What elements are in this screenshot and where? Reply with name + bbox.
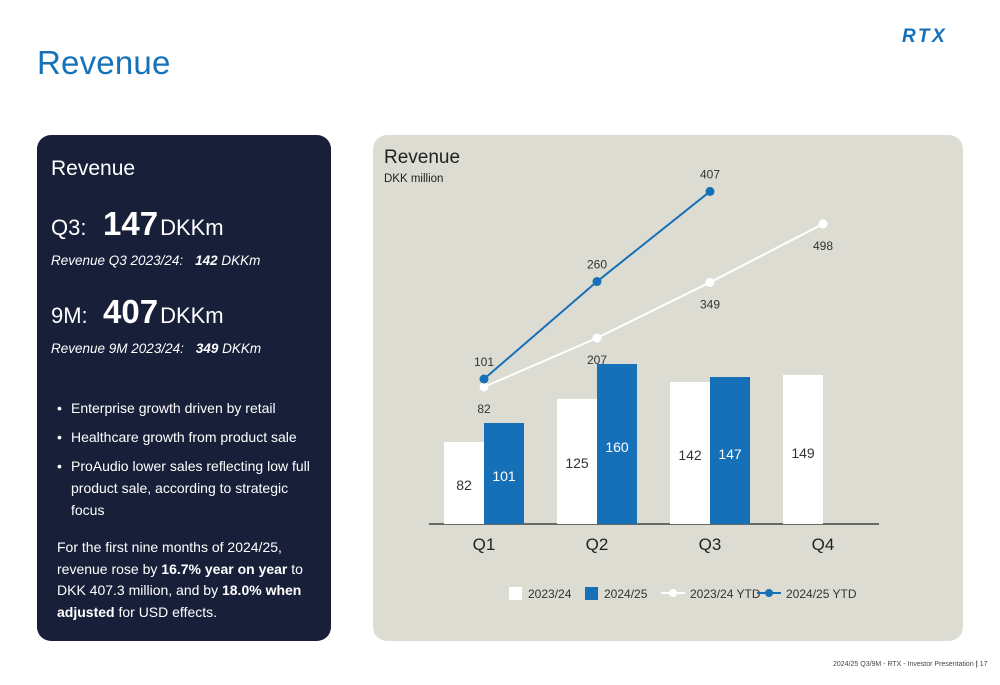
- legend-swatch-2024/25: [585, 587, 598, 600]
- rtx-logo: RTX: [902, 26, 948, 47]
- point-2023/24 YTD: [818, 219, 828, 229]
- nine-month-unit: DKKm: [160, 303, 224, 328]
- bar-2023/24-Q1: [444, 442, 484, 524]
- nine-month-value: 407: [103, 293, 159, 330]
- q3-unit: DKKm: [160, 215, 224, 240]
- line-value-label: 260: [587, 258, 607, 272]
- list-item: ProAudio lower sales reflecting low full…: [57, 455, 317, 521]
- line-value-label: 207: [587, 353, 607, 367]
- bar-2024/25-Q1: [484, 423, 524, 524]
- q3-comparison-unit: DKKm: [221, 253, 261, 268]
- panel-heading: Revenue: [51, 157, 136, 180]
- x-tick-label-Q2: Q2: [586, 535, 609, 554]
- legend-label-2024/25: 2024/25: [604, 587, 648, 601]
- q3-value: 147: [103, 205, 159, 242]
- legend-label-2024/25 YTD: 2024/25 YTD: [786, 587, 857, 601]
- bar-value-label: 142: [678, 447, 702, 463]
- point-2024/25 YTD: [705, 186, 715, 196]
- nine-month-comparison-value: 349: [195, 341, 219, 356]
- bar-value-label: 82: [456, 477, 472, 493]
- legend-marker-2024/25 YTD: [765, 589, 773, 597]
- chart-subtitle: DKK million: [384, 173, 444, 185]
- x-tick-label-Q1: Q1: [473, 535, 496, 554]
- list-item: Enterprise growth driven by retail: [57, 397, 317, 419]
- revenue-summary-panel: Revenue Q3: 147DKKm Revenue Q3 2023/24: 14…: [37, 135, 331, 641]
- point-2024/25 YTD: [479, 374, 489, 384]
- bar-value-label: 160: [605, 439, 629, 455]
- line-value-label: 82: [477, 402, 491, 416]
- point-2023/24 YTD: [592, 333, 602, 343]
- bar-2023/24-Q3: [670, 382, 710, 524]
- summary-bold-1: 16.7% year on year: [161, 560, 288, 577]
- line-value-label: 498: [813, 239, 833, 253]
- line-value-label: 101: [474, 355, 494, 369]
- summary-text-3: for USD effects.: [114, 603, 218, 620]
- legend-swatch-2023/24: [509, 587, 522, 600]
- footer-separator: |: [975, 661, 978, 668]
- summary-text-1: For the first nine months of 2024/25, re…: [57, 539, 282, 577]
- nine-month-comparison: Revenue 9M 2023/24: 349 DKKm: [51, 341, 261, 356]
- summary-bold-2: 18.0% when adjusted: [57, 582, 302, 620]
- line-2023/24 YTD: [483, 223, 824, 388]
- nine-month-label: 9M:: [51, 303, 88, 328]
- point-2023/24 YTD: [479, 382, 489, 392]
- summary-text-2: to DKK 407.3 million, and by: [57, 560, 303, 599]
- q3-comparison-label: Revenue Q3 2023/24:: [51, 253, 184, 268]
- bar-value-label: 147: [718, 446, 742, 462]
- bar-2023/24-Q2: [557, 399, 597, 524]
- page-title: Revenue: [37, 44, 171, 81]
- nine-month-metric: 9M: 407DKKm: [51, 293, 224, 331]
- nine-month-comparison-unit: DKKm: [222, 341, 262, 356]
- legend-label-2023/24 YTD: 2023/24 YTD: [690, 587, 761, 601]
- legend-marker-2023/24 YTD: [669, 589, 677, 597]
- summary-paragraph: For the first nine months of 2024/25, re…: [57, 537, 319, 623]
- point-2023/24 YTD: [705, 277, 715, 287]
- nine-month-comparison-label: Revenue 9M 2023/24:: [51, 341, 184, 356]
- chart-panel: Revenue DKK million 82 125 142 149 101 160 147…: [373, 135, 963, 641]
- highlights-list: Enterprise growth driven by retail Healt…: [57, 397, 317, 528]
- bar-2023/24-Q4: [783, 375, 823, 524]
- bar-value-label: 125: [565, 455, 589, 471]
- q3-comparison: Revenue Q3 2023/24: 142 DKKm: [51, 253, 260, 268]
- point-2024/25 YTD: [592, 277, 602, 287]
- x-tick-label-Q4: Q4: [812, 535, 835, 554]
- chart-title: Revenue: [384, 147, 461, 168]
- bar-value-label: 101: [492, 468, 516, 484]
- q3-metric: Q3: 147DKKm: [51, 205, 224, 243]
- legend-label-2023/24: 2023/24: [528, 587, 572, 601]
- bar-value-label: 149: [791, 445, 815, 461]
- page-number: 17: [979, 661, 988, 668]
- footer-text: 2024/25 Q3/9M - RTX - Investor Presentat…: [833, 661, 974, 668]
- q3-comparison-value: 142: [195, 253, 218, 268]
- x-tick-label-Q3: Q3: [699, 535, 722, 554]
- q3-label: Q3:: [51, 215, 87, 240]
- line-value-label: 349: [700, 297, 720, 311]
- footer: 2024/25 Q3/9M - RTX - Investor Presentat…: [833, 661, 987, 668]
- bar-2024/25-Q3: [710, 377, 750, 524]
- list-item: Healthcare growth from product sale: [57, 426, 317, 448]
- bar-2024/25-Q2: [597, 364, 637, 524]
- revenue-chart: 82 125 142 149 101 160 147 Q1 Q2 Q3 Q4 82 207 349 498 1…: [429, 167, 879, 601]
- line-value-label: 407: [700, 167, 720, 181]
